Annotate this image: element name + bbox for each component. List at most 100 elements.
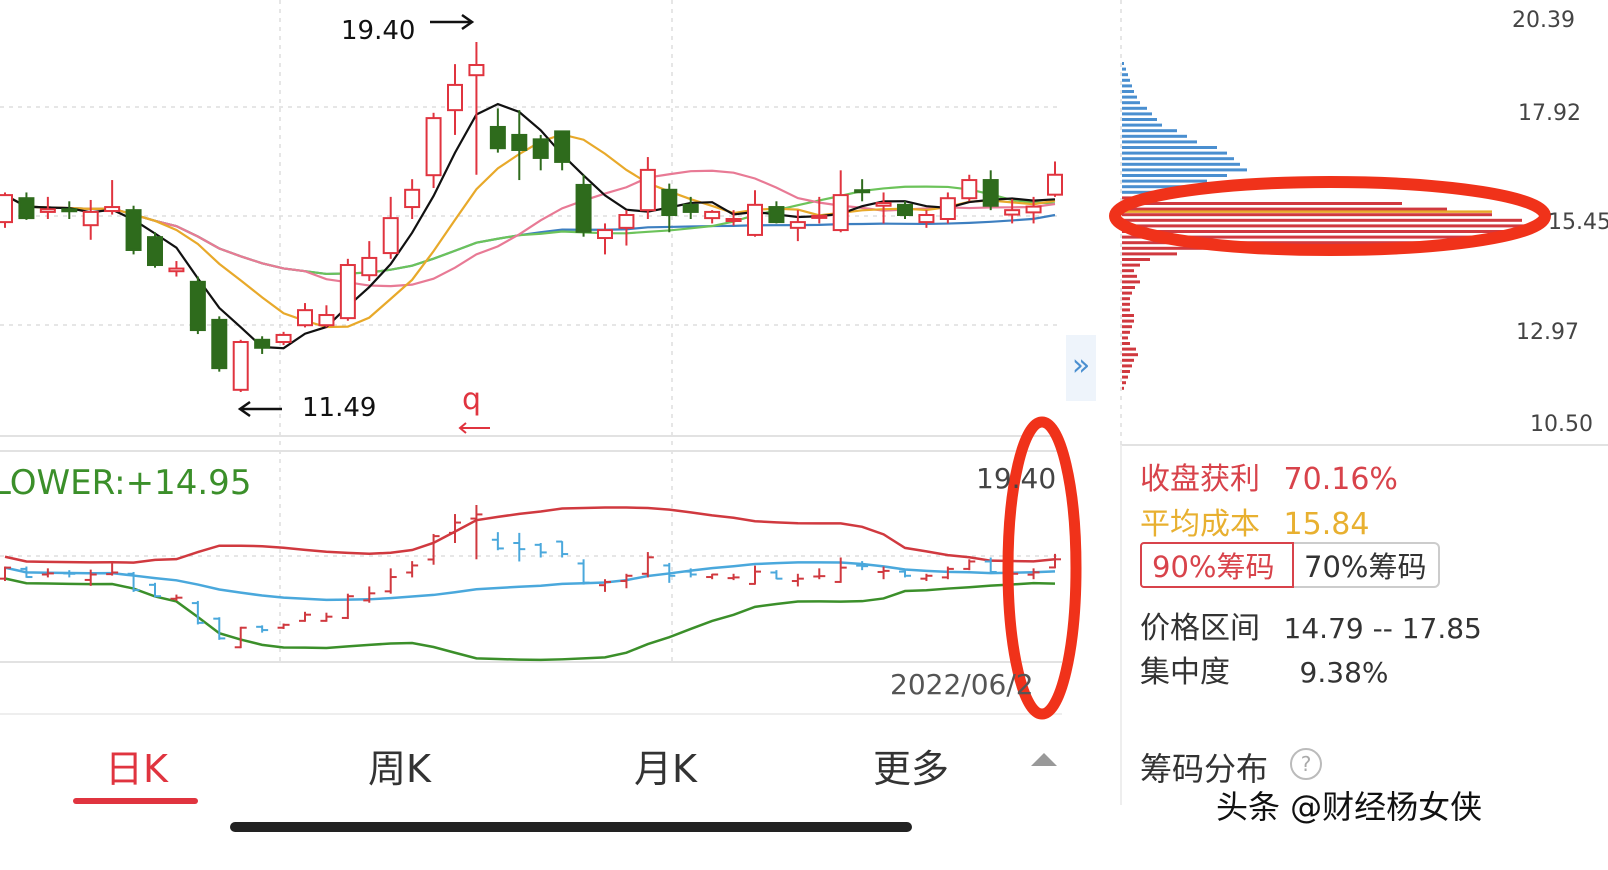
chip-bar-loss — [1122, 134, 1187, 138]
chip-bar-profit — [1122, 286, 1135, 289]
candle-body — [875, 202, 892, 207]
ohlc-bar — [556, 540, 569, 558]
chip-bar-profit — [1122, 353, 1138, 357]
chip-bar-profit — [1122, 314, 1134, 317]
ohlc-bar — [320, 612, 333, 622]
home-indicator[interactable] — [230, 822, 912, 832]
ohlc-bar — [749, 565, 761, 585]
candle-up — [639, 157, 656, 219]
candle-body — [575, 183, 592, 233]
candle-up — [297, 303, 313, 328]
chip-bar-profit — [1122, 274, 1137, 278]
chip-bar-loss — [1122, 84, 1132, 88]
candle-body — [918, 214, 935, 224]
chip-bar-profit — [1122, 224, 1542, 228]
chip-bar-profit — [1122, 358, 1134, 362]
avg-cost-row: 平均成本 15.84 — [1140, 499, 1369, 543]
candle-body — [39, 208, 56, 213]
chip-bar-loss — [1122, 174, 1227, 177]
candle-body — [639, 168, 656, 212]
candle-down — [147, 232, 163, 268]
chip-bar-loss — [1122, 179, 1207, 183]
ohlc-bar — [406, 561, 419, 578]
chip-90-button[interactable]: 90%筹码 — [1140, 542, 1294, 588]
candle-body — [811, 214, 828, 219]
candle-up — [232, 339, 249, 393]
candle-up — [725, 210, 742, 226]
ohlc-bar — [0, 566, 11, 582]
ohlc-bar — [299, 611, 311, 622]
candle-up — [618, 210, 635, 246]
concentration-row: 集中度 9.38% — [1140, 647, 1389, 691]
ohlc-bar — [834, 557, 847, 583]
candle-up — [82, 199, 99, 240]
candle-down — [489, 108, 506, 153]
tab-week-k[interactable]: 周K — [368, 747, 431, 791]
chip-bar-loss — [1122, 95, 1137, 99]
candle-body — [1004, 209, 1021, 216]
candle-up — [704, 210, 721, 224]
candle-up — [939, 192, 956, 224]
ohlc-bar — [234, 626, 247, 649]
boll-legend: LOWER:+14.95 — [0, 463, 252, 503]
candle-body — [511, 133, 528, 151]
tab-day-k[interactable]: 日K — [105, 747, 168, 791]
candle-body — [275, 333, 292, 344]
candle-body — [704, 210, 721, 220]
candle-body — [232, 341, 249, 391]
ohlc-bar — [341, 593, 354, 620]
candle-up — [468, 42, 485, 175]
collapse-triangle-icon[interactable] — [1031, 753, 1057, 766]
candle-up — [425, 112, 442, 189]
candle-body — [661, 188, 678, 217]
candle-body — [425, 117, 442, 177]
candle-down — [854, 179, 871, 202]
ohlc-bar — [577, 559, 590, 585]
candle-body — [254, 338, 271, 349]
ohlc-bar — [363, 586, 376, 603]
chip-bar-profit — [1122, 263, 1140, 267]
range-value: 14.79 -- 17.85 — [1283, 612, 1482, 645]
ohlc-bar — [727, 573, 740, 581]
chip-bar-profit — [1122, 375, 1128, 379]
profit-label: 收盘获利 — [1140, 462, 1260, 497]
candle-body — [189, 280, 206, 332]
high-price-label: 19.40 — [341, 16, 416, 46]
ohlc-bar — [277, 623, 290, 629]
boll-upper-line — [4, 506, 1056, 564]
chip-distribution — [1122, 62, 1542, 390]
help-icon[interactable]: ? — [1290, 748, 1322, 780]
chip-bar-profit — [1122, 381, 1126, 385]
tab-more[interactable]: 更多 — [873, 747, 950, 791]
chip-bar-profit — [1122, 241, 1432, 245]
ohlc-bar — [620, 573, 633, 589]
candle-body — [318, 314, 335, 327]
candle-up — [382, 196, 399, 259]
chip-70-button[interactable]: 70%筹码 — [1294, 542, 1440, 588]
candle-up — [447, 64, 463, 135]
expand-button[interactable]: » — [1066, 335, 1096, 401]
chip-bar-profit — [1122, 207, 1447, 211]
candle-body — [939, 197, 956, 220]
concentration-value: 9.38% — [1299, 656, 1389, 689]
chip-bar-loss — [1122, 185, 1187, 189]
candle-body — [854, 189, 871, 194]
chip-bar-loss — [1122, 123, 1162, 127]
candle-body — [339, 264, 356, 320]
tab-month-k[interactable]: 月K — [634, 747, 697, 791]
candle-up — [104, 180, 121, 215]
chip-bar-profit — [1122, 364, 1132, 368]
candle-body — [1047, 173, 1063, 196]
date-label: 2022/06/2 — [890, 668, 1034, 701]
ohlc-bar — [449, 514, 461, 544]
candle-body — [297, 309, 313, 327]
candle-body — [447, 83, 463, 112]
ohlc-bar — [599, 579, 611, 592]
ohlc-bar — [706, 573, 719, 580]
candle-down — [189, 276, 206, 335]
chip-bar-profit — [1122, 302, 1130, 306]
avg-cost-label: 平均成本 — [1140, 507, 1260, 542]
candle-body — [404, 188, 421, 209]
ohlc-bar — [106, 561, 119, 576]
